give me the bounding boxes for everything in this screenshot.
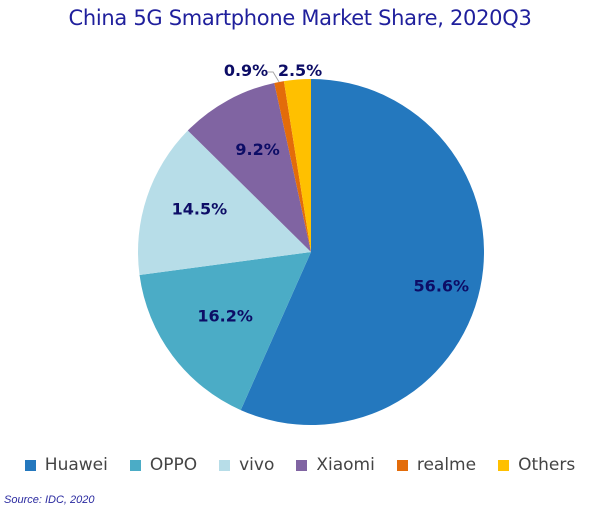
pie-slice-realme [274,81,311,252]
legend-item-vivo: vivo [219,455,274,475]
legend-item-oppo: OPPO [129,455,198,475]
legend-swatch [24,459,36,471]
data-label-xiaomi: 9.2% [235,140,279,159]
leader-line-realme [268,71,280,83]
pie-slice-others [283,79,311,252]
data-label-oppo: 16.2% [197,306,253,325]
legend-label: vivo [239,455,275,475]
legend-label: realme [416,455,477,475]
legend-item-others: Others [498,455,575,475]
legend-label: OPPO [149,455,198,475]
legend: Huawei OPPO vivo Xiaomi realme Others [0,455,600,475]
legend-swatch [219,459,231,471]
pie-slice-huawei [240,79,485,425]
pie-slice-oppo [139,252,311,411]
legend-item-xiaomi: Xiaomi [296,455,375,475]
data-label-vivo: 14.5% [172,200,228,219]
source-note: Source: IDC, 2020 [4,494,95,506]
data-label-huawei: 56.6% [414,277,470,296]
chart-title: China 5G Smartphone Market Share, 2020Q3 [68,6,532,30]
data-label-realme: 0.9% [224,61,268,80]
pie-slice-xiaomi [187,82,311,252]
data-label-others: 2.5% [278,61,322,80]
legend-label: Others [518,455,576,475]
legend-swatch [129,459,141,471]
legend-swatch [296,459,308,471]
pie-slice-vivo [137,130,311,276]
legend-item-realme: realme [396,455,477,475]
legend-label: Huawei [44,455,108,475]
legend-item-huawei: Huawei [24,455,108,475]
legend-swatch [396,459,408,471]
legend-label: Xiaomi [316,455,375,475]
legend-swatch [498,459,510,471]
